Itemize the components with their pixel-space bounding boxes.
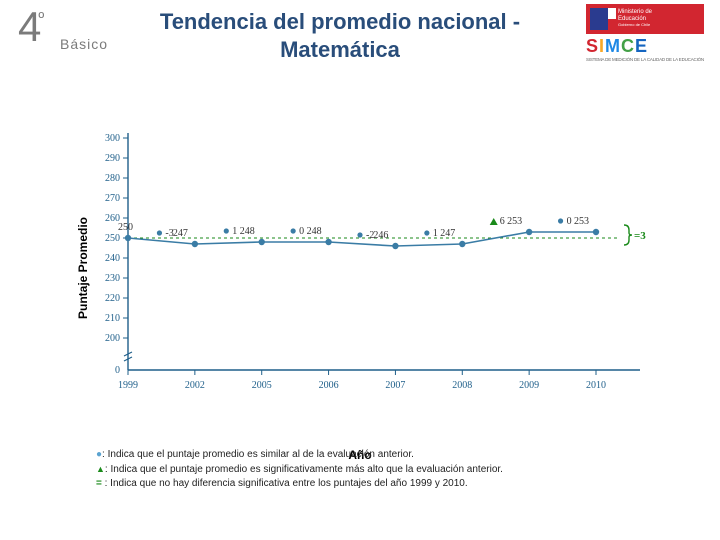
svg-text:-2: -2 [366,230,374,241]
svg-text:0: 0 [299,226,304,237]
simce-e: E [635,36,648,56]
svg-text:250: 250 [105,233,120,244]
simce-m: M [605,36,621,56]
flag-icon [590,8,612,30]
legend: ●: Indica que el puntaje promedio es sim… [96,448,656,492]
header: 4º Básico Tendencia del promedio naciona… [0,0,720,80]
legend-text-2: : Indica que el puntaje promedio es sign… [105,464,503,475]
svg-text:248: 248 [307,226,322,237]
triangle-icon: ▲ [96,464,105,474]
svg-text:240: 240 [105,253,120,264]
legend-text-1: : Indica que el puntaje promedio es simi… [102,449,414,460]
ministry-line2: Educación [618,16,646,22]
grade-superscript: º [38,10,44,27]
svg-text:1999: 1999 [118,380,138,391]
svg-text:0: 0 [115,365,120,376]
svg-text:2009: 2009 [519,380,539,391]
legend-row-equal: = : Indica que no hay diferencia signifi… [96,477,656,492]
svg-text:2005: 2005 [252,380,272,391]
svg-text:280: 280 [105,173,120,184]
svg-text:2002: 2002 [185,380,205,391]
grade-label: Básico [60,36,108,52]
line-chart: 2002102202302402502602702802903000199920… [86,108,646,398]
svg-text:220: 220 [105,293,120,304]
legend-row-similar: ●: Indica que el puntaje promedio es sim… [96,448,656,463]
legend-row-higher: ▲: Indica que el puntaje promedio es sig… [96,463,656,478]
slide: 4º Básico Tendencia del promedio naciona… [0,0,720,540]
svg-text:230: 230 [105,273,120,284]
page-title: Tendencia del promedio nacional - Matemá… [150,8,530,63]
svg-text:247: 247 [440,228,455,239]
svg-text:248: 248 [240,226,255,237]
svg-text:2010: 2010 [586,380,606,391]
svg-text:246: 246 [373,230,388,241]
svg-text:-3: -3 [165,228,173,239]
svg-text:0: 0 [567,216,572,227]
svg-text:253: 253 [507,216,522,227]
svg-text:300: 300 [105,133,120,144]
svg-text:2008: 2008 [452,380,472,391]
svg-text:247: 247 [173,228,188,239]
ministry-line1: Ministerio de [618,9,652,15]
simce-sub: SISTEMA DE MEDICIÓN DE LA CALIDAD DE LA … [586,57,704,62]
simce-c: C [621,36,635,56]
svg-text:2007: 2007 [385,380,405,391]
svg-text:2006: 2006 [319,380,339,391]
svg-text:=3: =3 [634,230,646,242]
ministry-text: Ministerio de Educación Gobierno de Chil… [618,9,652,29]
svg-text:200: 200 [105,333,120,344]
simce-logo: SIMCE SISTEMA DE MEDICIÓN DE LA CALIDAD … [586,36,704,62]
ministry-line3: Gobierno de Chile [618,22,650,27]
legend-text-3: : Indica que no hay diferencia significa… [102,478,468,489]
svg-text:210: 210 [105,313,120,324]
chart-area: Puntaje Promedio 20021022023024025026027… [40,108,680,428]
grade-badge: 4º Básico [18,6,47,48]
svg-text:1: 1 [433,228,438,239]
svg-text:250: 250 [118,222,133,233]
ministry-logo: Ministerio de Educación Gobierno de Chil… [586,4,704,34]
svg-text:6: 6 [500,216,505,227]
simce-s: S [586,36,599,56]
svg-text:290: 290 [105,153,120,164]
svg-text:270: 270 [105,193,120,204]
svg-text:1: 1 [232,226,237,237]
svg-text:253: 253 [574,216,589,227]
logos: Ministerio de Educación Gobierno de Chil… [586,4,706,62]
